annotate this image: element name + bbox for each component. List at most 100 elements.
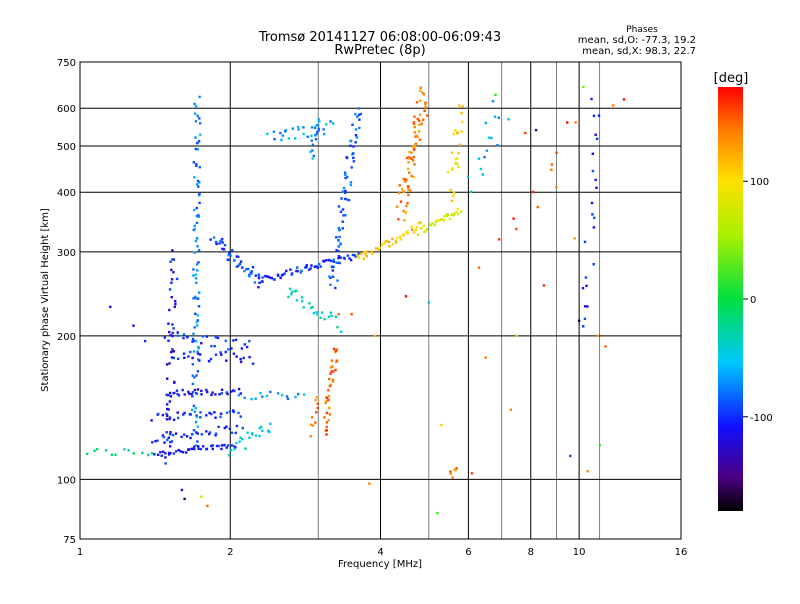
echo-point xyxy=(357,113,361,117)
echo-point xyxy=(290,273,293,276)
echo-point xyxy=(407,185,410,189)
echo-point xyxy=(334,286,337,290)
echo-point xyxy=(248,356,251,359)
echo-point xyxy=(248,339,251,343)
echo-point xyxy=(205,335,208,338)
echo-point xyxy=(418,113,422,116)
echo-point xyxy=(171,433,175,437)
echo-point xyxy=(245,345,249,349)
echo-point xyxy=(374,247,378,250)
echo-point xyxy=(193,445,196,448)
echo-point xyxy=(583,305,587,308)
echo-point xyxy=(166,438,169,442)
echo-point xyxy=(165,412,168,416)
echo-point xyxy=(195,164,198,167)
echo-point xyxy=(192,429,196,432)
echo-point xyxy=(404,211,407,214)
echo-point xyxy=(196,245,199,248)
echo-point xyxy=(448,189,452,192)
echo-point xyxy=(150,419,153,422)
echo-point xyxy=(418,123,421,126)
echo-point xyxy=(394,239,398,243)
echo-point xyxy=(195,141,199,145)
echo-point xyxy=(211,444,214,447)
echo-point xyxy=(211,391,214,394)
echo-point xyxy=(349,183,353,187)
echo-point xyxy=(328,258,331,262)
stats-line-x: mean, sd,X: 98.3, 22.7 xyxy=(582,46,696,57)
echo-point xyxy=(325,429,328,432)
echo-point xyxy=(315,132,319,135)
echo-point xyxy=(595,137,599,140)
echo-point xyxy=(191,356,194,360)
colorbar-label: [deg] xyxy=(714,71,749,86)
echo-point xyxy=(206,390,209,394)
echo-point xyxy=(228,427,232,430)
echo-point xyxy=(283,130,287,133)
echo-point xyxy=(507,118,510,121)
echo-point xyxy=(342,186,346,190)
echo-point xyxy=(423,109,426,112)
echo-point xyxy=(515,334,518,337)
echo-point xyxy=(591,169,595,173)
x-tick-label: 1 xyxy=(77,547,83,558)
echo-point xyxy=(176,334,180,337)
stats-heading: Phases xyxy=(626,25,658,35)
echo-point xyxy=(410,151,413,154)
echo-point xyxy=(198,192,201,196)
y-tick-label: 200 xyxy=(57,332,76,343)
echo-point xyxy=(334,368,337,372)
echo-point xyxy=(230,390,233,393)
echo-point xyxy=(405,230,409,233)
echo-point xyxy=(250,272,253,275)
echo-point xyxy=(272,278,276,281)
echo-point xyxy=(193,326,196,329)
echo-point xyxy=(364,253,367,256)
echo-point xyxy=(584,276,588,279)
echo-point xyxy=(325,123,328,126)
echo-point xyxy=(196,319,200,322)
echo-point xyxy=(254,397,257,400)
echo-point xyxy=(230,444,234,447)
echo-point xyxy=(550,163,554,166)
echo-point xyxy=(205,414,208,417)
echo-point xyxy=(215,241,218,244)
echo-point xyxy=(279,276,282,280)
echo-point xyxy=(338,261,341,265)
echo-point xyxy=(512,217,515,220)
echo-point xyxy=(285,395,289,398)
echo-point xyxy=(555,151,558,154)
echo-point xyxy=(323,416,326,419)
echo-point xyxy=(169,334,172,337)
echo-point xyxy=(228,251,231,255)
echo-point xyxy=(197,215,200,218)
echo-point xyxy=(312,311,316,315)
echo-point xyxy=(315,311,318,314)
echo-point xyxy=(239,392,242,395)
echo-point xyxy=(353,254,356,257)
echo-point xyxy=(397,218,400,221)
echo-point xyxy=(319,265,322,268)
title-block: Tromsø 20141127 06:08:00-06:09:43 RwPret… xyxy=(258,30,501,58)
echo-point xyxy=(235,424,239,428)
echo-point xyxy=(311,149,314,152)
echo-point xyxy=(334,315,338,318)
echo-point xyxy=(337,226,340,230)
echo-point xyxy=(191,337,195,341)
echo-point xyxy=(197,345,200,349)
echo-point xyxy=(319,316,322,319)
echo-point xyxy=(170,278,174,281)
echo-point xyxy=(195,221,199,225)
echo-point xyxy=(197,140,201,143)
echo-point xyxy=(311,143,315,146)
echo-point xyxy=(196,388,200,391)
echo-point xyxy=(214,416,217,419)
chart-title: Tromsø 20141127 06:08:00-06:09:43 xyxy=(258,30,501,45)
echo-point xyxy=(192,268,195,271)
echo-point xyxy=(470,472,474,475)
x-tick-label: 4 xyxy=(377,547,383,558)
echo-point xyxy=(168,362,171,365)
echo-point xyxy=(311,157,314,160)
echo-point xyxy=(327,315,331,318)
